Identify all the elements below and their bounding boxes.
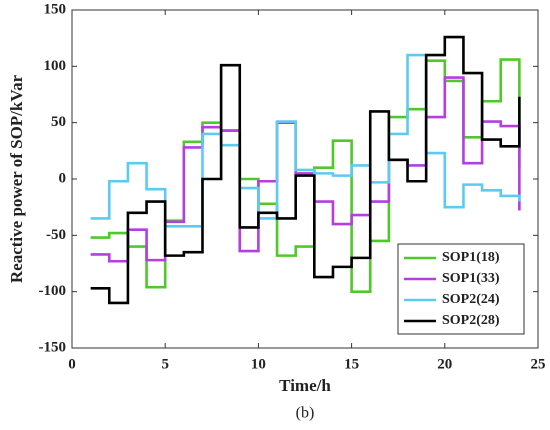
- caption: (b): [296, 405, 315, 422]
- y-tick-label: 100: [44, 58, 67, 74]
- y-tick-label: 150: [44, 1, 67, 17]
- legend-label: SOP1(33): [442, 271, 500, 286]
- x-tick-label: 25: [531, 356, 546, 372]
- y-tick-label: -50: [46, 227, 66, 243]
- x-tick-label: 0: [68, 356, 76, 372]
- y-tick-label: 0: [59, 170, 67, 186]
- y-tick-label: -100: [39, 283, 67, 299]
- x-tick-label: 20: [437, 356, 452, 372]
- plot-frame: [71, 9, 539, 349]
- y-tick-label: 50: [51, 114, 66, 130]
- legend: SOP1(18) SOP1(33) SOP2(24) SOP2(28): [397, 243, 525, 335]
- legend-label: SOP2(24): [442, 292, 500, 307]
- x-tick-label: 15: [344, 356, 359, 372]
- x-tick-label: 5: [161, 356, 169, 372]
- x-tick-label: 10: [251, 356, 266, 372]
- y-tick-label: -150: [39, 339, 67, 355]
- series-line: [90, 35, 521, 305]
- x-axis-label: Time/h: [279, 376, 331, 395]
- legend-label: SOP1(18): [442, 250, 500, 265]
- legend-label: SOP2(28): [442, 313, 500, 328]
- y-axis-label: Reactive power of SOP/kVar: [7, 74, 26, 283]
